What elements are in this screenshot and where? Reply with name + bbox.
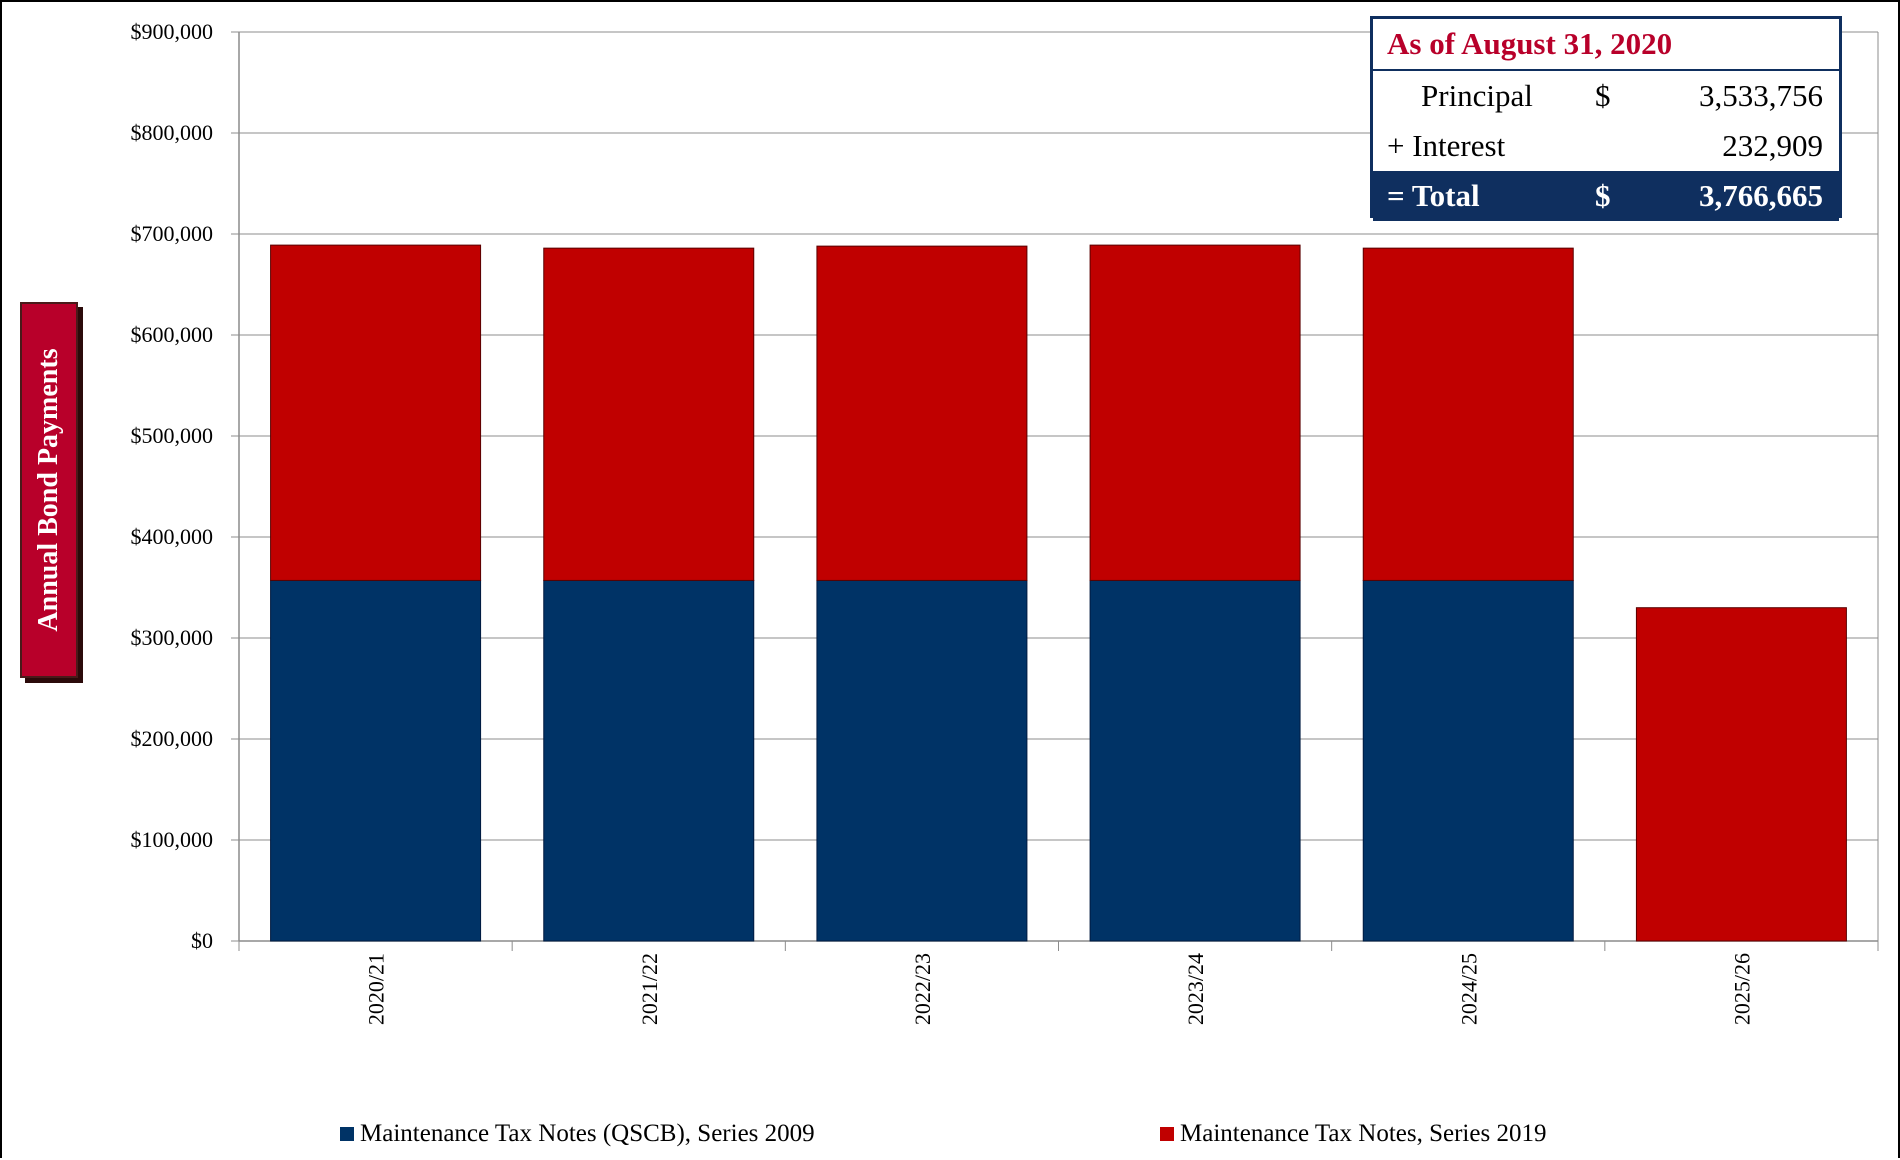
y-tick-label: $100,000 <box>131 827 214 852</box>
summary-row-principal: Principal $ 3,533,756 <box>1373 71 1839 121</box>
bar-series-2009-2020-21 <box>270 579 482 942</box>
summary-title: As of August 31, 2020 <box>1373 19 1839 71</box>
x-tick-label: 2020/21 <box>364 953 389 1025</box>
bar-series-2019-2024-25 <box>1362 247 1574 581</box>
summary-principal-label: Principal <box>1421 78 1533 113</box>
summary-total-label: = Total <box>1387 178 1480 213</box>
summary-total-value: 3,766,665 <box>1699 178 1823 213</box>
legend-item-series-2019: Maintenance Tax Notes, Series 2019 <box>1160 1120 1546 1148</box>
summary-interest-value: 232,909 <box>1722 128 1823 163</box>
legend: Maintenance Tax Notes (QSCB), Series 200… <box>0 1120 1900 1152</box>
y-axis-label-box: Annual Bond Payments <box>20 302 78 678</box>
bar-series-2009-2024-25 <box>1362 579 1574 942</box>
summary-box: As of August 31, 2020 Principal $ 3,533,… <box>1370 16 1842 221</box>
bar-series-2019-2020-21 <box>270 244 482 581</box>
legend-swatch-series-2009 <box>340 1127 354 1141</box>
bar-series-2019-2021-22 <box>543 247 755 581</box>
summary-principal-value: 3,533,756 <box>1699 78 1823 113</box>
x-tick-label: 2025/26 <box>1729 953 1754 1025</box>
x-tick-label: 2021/22 <box>637 953 662 1025</box>
y-tick-label: $700,000 <box>131 221 214 246</box>
legend-swatch-series-2019 <box>1160 1127 1174 1141</box>
y-tick-label: $900,000 <box>131 19 214 44</box>
x-tick-label: 2023/24 <box>1183 953 1208 1025</box>
x-tick-label: 2022/23 <box>910 953 935 1025</box>
y-tick-label: $500,000 <box>131 423 214 448</box>
legend-label-series-2019: Maintenance Tax Notes, Series 2019 <box>1180 1120 1547 1147</box>
bar-series-2009-2021-22 <box>543 579 755 942</box>
y-tick-label: $0 <box>191 928 213 953</box>
summary-interest-label: + Interest <box>1387 128 1506 163</box>
y-tick-label: $600,000 <box>131 322 214 347</box>
bar-series-2009-2022-23 <box>816 579 1028 942</box>
y-tick-label: $300,000 <box>131 625 214 650</box>
summary-total-currency: $ <box>1595 178 1611 213</box>
bar-series-2009-2023-24 <box>1089 579 1301 942</box>
bar-series-2019-2023-24 <box>1089 244 1301 581</box>
summary-principal-currency: $ <box>1595 78 1611 113</box>
bar-series-2019-2022-23 <box>816 245 1028 581</box>
legend-item-series-2009: Maintenance Tax Notes (QSCB), Series 200… <box>340 1120 815 1148</box>
summary-row-interest: + Interest 232,909 <box>1373 121 1839 171</box>
y-tick-label: $800,000 <box>131 120 214 145</box>
bar-series-2019-2025-26 <box>1635 607 1847 942</box>
y-tick-label: $200,000 <box>131 726 214 751</box>
legend-label-series-2009: Maintenance Tax Notes (QSCB), Series 200… <box>360 1120 815 1147</box>
y-tick-label: $400,000 <box>131 524 214 549</box>
summary-row-total: = Total $ 3,766,665 <box>1373 171 1839 221</box>
y-axis-label: Annual Bond Payments <box>33 348 64 632</box>
x-tick-label: 2024/25 <box>1456 953 1481 1025</box>
